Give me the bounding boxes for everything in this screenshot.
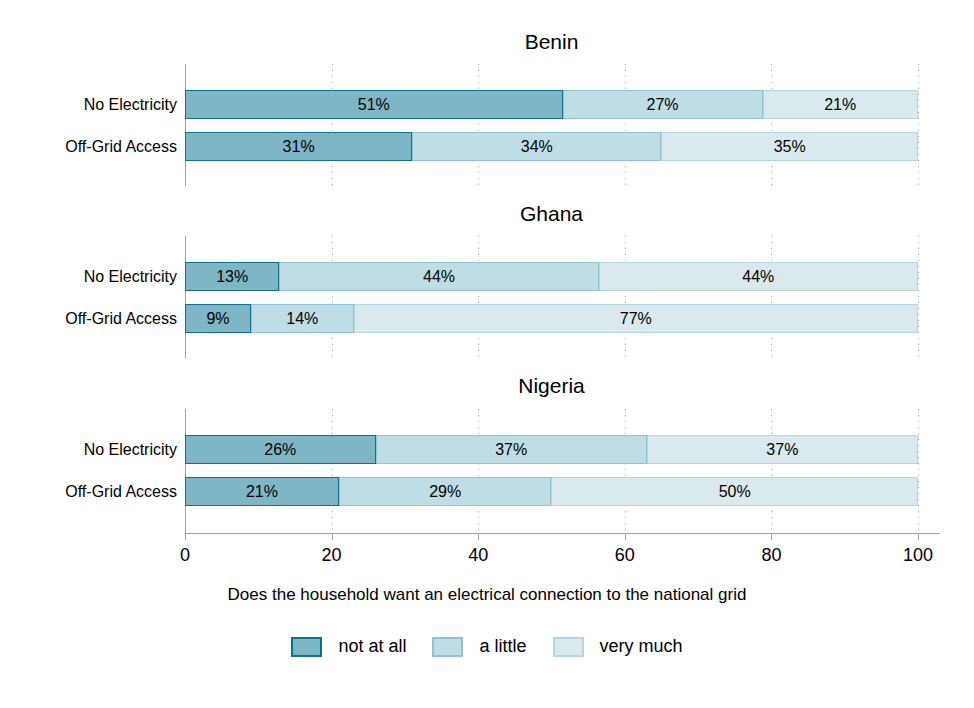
segment-not-at-all: 26% [185, 435, 376, 464]
segment-value-label: 21% [824, 96, 856, 114]
tick-label-80: 80 [741, 545, 801, 566]
tick-mark-60 [625, 534, 626, 540]
tick-label-60: 60 [595, 545, 655, 566]
gridline-60 [625, 64, 626, 186]
segment-value-label: 34% [521, 138, 553, 156]
segment-value-label: 14% [286, 310, 318, 328]
segment-not-at-all: 21% [185, 477, 339, 506]
tick-mark-40 [478, 534, 479, 540]
y-axis-line [185, 64, 186, 186]
legend-swatch-a-little [432, 637, 463, 657]
x-axis-line [185, 533, 940, 534]
y-axis-line [185, 409, 186, 533]
panel-title-ghana: Ghana [185, 202, 918, 226]
bar-ghana-no-electricity: 13% 44% 44% [185, 262, 918, 291]
row-label-off-grid-access: Off-Grid Access [0, 304, 177, 333]
row-label-off-grid-access: Off-Grid Access [0, 132, 177, 161]
grid-connection-survey-chart: Benin No Electricity 51% 27% 21% Off-Grid Acc… [0, 0, 974, 708]
legend-swatch-very-much [553, 637, 584, 657]
y-axis-line [185, 236, 186, 358]
segment-not-at-all: 31% [185, 132, 412, 161]
segment-a-little: 14% [251, 304, 354, 333]
gridline-40 [478, 409, 479, 533]
gridline-20 [332, 64, 333, 186]
plot-area-ghana: No Electricity13%44%44%Off-Grid Access9%… [185, 236, 918, 358]
plot-area-benin: No Electricity51%27%21%Off-Grid Access31… [185, 64, 918, 186]
tick-label-20: 20 [302, 545, 362, 566]
gridline-60 [625, 236, 626, 358]
segment-a-little: 44% [279, 262, 598, 291]
segment-value-label: 44% [742, 268, 774, 286]
segment-very-much: 21% [763, 90, 918, 119]
row-label-no-electricity: No Electricity [0, 435, 177, 464]
segment-very-much: 50% [551, 477, 918, 506]
tick-label-100: 100 [888, 545, 948, 566]
segment-value-label: 37% [495, 441, 527, 459]
gridline-40 [478, 236, 479, 358]
panel-title-nigeria: Nigeria [185, 374, 918, 398]
gridline-60 [625, 409, 626, 533]
segment-value-label: 37% [766, 441, 798, 459]
segment-value-label: 51% [358, 96, 390, 114]
segment-not-at-all: 13% [185, 262, 279, 291]
gridline-80 [771, 64, 772, 186]
legend-label-very-much: very much [600, 636, 683, 657]
gridline-100 [918, 236, 919, 358]
gridline-40 [478, 64, 479, 186]
tick-label-40: 40 [448, 545, 508, 566]
legend-label-a-little: a little [479, 636, 526, 657]
segment-value-label: 35% [774, 138, 806, 156]
bar-nigeria-off-grid-access: 21% 29% 50% [185, 477, 918, 506]
gridline-100 [918, 409, 919, 533]
tick-mark-100 [918, 534, 919, 540]
bar-benin-no-electricity: 51% 27% 21% [185, 90, 918, 119]
tick-mark-0 [185, 534, 186, 540]
bar-ghana-off-grid-access: 9% 14% 77% [185, 304, 918, 333]
row-label-off-grid-access: Off-Grid Access [0, 477, 177, 506]
segment-a-little: 37% [376, 435, 647, 464]
tick-mark-80 [771, 534, 772, 540]
segment-value-label: 26% [264, 441, 296, 459]
bar-nigeria-no-electricity: 26% 37% 37% [185, 435, 918, 464]
segment-value-label: 27% [647, 96, 679, 114]
legend-label-not-at-all: not at all [338, 636, 406, 657]
row-label-no-electricity: No Electricity [0, 262, 177, 291]
segment-value-label: 44% [423, 268, 455, 286]
segment-a-little: 34% [412, 132, 661, 161]
segment-very-much: 44% [599, 262, 918, 291]
segment-not-at-all: 9% [185, 304, 251, 333]
tick-label-0: 0 [155, 545, 215, 566]
row-label-no-electricity: No Electricity [0, 90, 177, 119]
segment-value-label: 21% [246, 483, 278, 501]
segment-very-much: 77% [354, 304, 918, 333]
legend-item-a-little: a little [432, 636, 526, 657]
segment-very-much: 37% [647, 435, 918, 464]
legend-swatch-not-at-all [291, 637, 322, 657]
gridline-80 [771, 409, 772, 533]
tick-mark-20 [332, 534, 333, 540]
legend-item-very-much: very much [553, 636, 683, 657]
panel-title-benin: Benin [185, 30, 918, 54]
segment-value-label: 50% [719, 483, 751, 501]
segment-a-little: 27% [563, 90, 763, 119]
bar-benin-off-grid-access: 31% 34% 35% [185, 132, 918, 161]
segment-very-much: 35% [661, 132, 918, 161]
gridline-20 [332, 236, 333, 358]
x-axis-title: Does the household want an electrical co… [0, 585, 974, 605]
segment-value-label: 9% [206, 310, 229, 328]
gridline-80 [771, 236, 772, 358]
segment-a-little: 29% [339, 477, 552, 506]
plot-area-nigeria: No Electricity26%37%37%Off-Grid Access21… [185, 409, 918, 533]
segment-value-label: 13% [216, 268, 248, 286]
gridline-20 [332, 409, 333, 533]
segment-value-label: 77% [620, 310, 652, 328]
legend-item-not-at-all: not at all [291, 636, 406, 657]
segment-value-label: 31% [283, 138, 315, 156]
segment-not-at-all: 51% [185, 90, 563, 119]
gridline-100 [918, 64, 919, 186]
legend: not at all a little very much [0, 636, 974, 657]
segment-value-label: 29% [429, 483, 461, 501]
